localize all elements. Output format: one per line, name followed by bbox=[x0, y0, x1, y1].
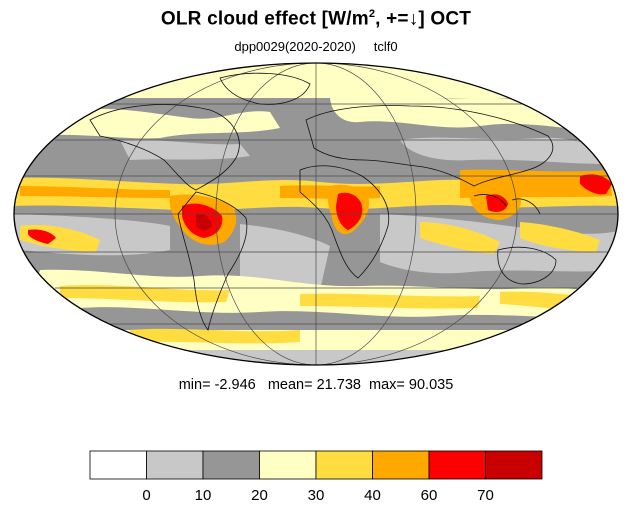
colorbar-tick-label: 0 bbox=[142, 487, 150, 504]
map-outline bbox=[13, 62, 619, 366]
stat-max-label: max= bbox=[369, 377, 405, 393]
colorbar-swatch bbox=[485, 450, 543, 480]
stat-max-value: 90.035 bbox=[408, 377, 454, 393]
colorbar-swatch bbox=[428, 450, 486, 480]
title-superscript: 2 bbox=[368, 8, 376, 20]
colorbar-swatch bbox=[89, 450, 147, 480]
stat-mean-value: 21.738 bbox=[316, 377, 361, 393]
colorbar-tick-labels: 0 10 20 30 40 60 70 bbox=[142, 487, 494, 504]
coastlines bbox=[89, 72, 557, 331]
stat-mean-label: mean= bbox=[267, 377, 313, 393]
colorbar-tick-label: 70 bbox=[477, 487, 494, 504]
world-map bbox=[13, 62, 619, 366]
map-subtitle: dpp0029(2020-2020) tclf0 bbox=[0, 39, 632, 54]
colorbar-swatch bbox=[259, 450, 317, 480]
colorbar-swatch bbox=[202, 450, 260, 480]
field-statistics: min= -2.946 mean= 21.738 max= 90.035 bbox=[0, 377, 632, 393]
colorbar-swatch bbox=[315, 450, 373, 480]
colorbar-tick-label: 40 bbox=[364, 487, 381, 504]
subtitle-experiment: dpp0029(2020-2020) bbox=[234, 39, 356, 54]
colorbar-swatch bbox=[372, 450, 430, 480]
stat-min-label: min= bbox=[178, 377, 211, 393]
stat-min-value: -2.946 bbox=[214, 377, 256, 393]
colorbar-swatch bbox=[146, 450, 204, 480]
colorbar-tick-label: 20 bbox=[251, 487, 268, 504]
colorbar-swatches bbox=[89, 450, 543, 480]
title-main: OLR cloud effect [W/m bbox=[160, 8, 369, 30]
title-suffix: , +=↓] OCT bbox=[375, 8, 472, 30]
map-title: OLR cloud effect [W/m2, +=↓] OCT bbox=[0, 8, 632, 30]
colorbar-tick-label: 60 bbox=[421, 487, 438, 504]
colorbar-tick-label: 10 bbox=[195, 487, 212, 504]
subtitle-variable: tclf0 bbox=[373, 39, 398, 54]
colorbar-tick-label: 30 bbox=[308, 487, 325, 504]
